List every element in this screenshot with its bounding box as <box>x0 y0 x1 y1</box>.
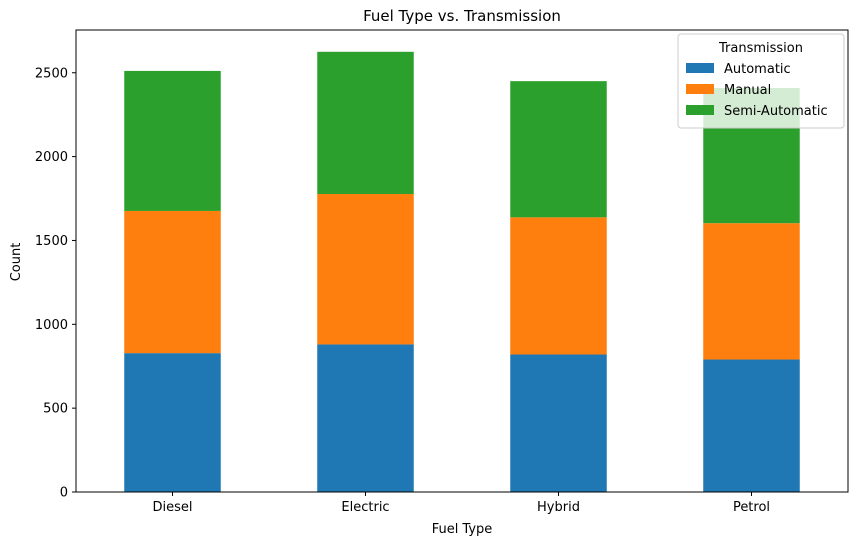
bars-layer <box>124 51 800 492</box>
legend-label-semi-automatic: Semi-Automatic <box>724 104 828 119</box>
y-tick-label: 500 <box>43 402 68 417</box>
y-tick-label: 0 <box>60 486 68 501</box>
legend-swatch-manual <box>686 84 714 94</box>
bar-diesel-semi-automatic <box>124 70 221 211</box>
plot-frame <box>75 29 849 493</box>
x-tick-label-petrol: Petrol <box>733 500 770 515</box>
legend-swatch-semi-automatic <box>686 105 714 115</box>
y-tick-label: 1000 <box>35 318 68 333</box>
bar-diesel-automatic <box>124 353 221 492</box>
bar-electric-semi-automatic <box>317 51 414 195</box>
x-axis-label: Fuel Type <box>432 522 493 537</box>
legend-label-automatic: Automatic <box>724 62 791 77</box>
bar-electric-manual <box>317 194 414 345</box>
x-tick-label-diesel: Diesel <box>152 500 192 515</box>
x-tick-label-hybrid: Hybrid <box>537 500 580 515</box>
legend-title: Transmission <box>718 41 803 56</box>
bar-petrol-automatic <box>703 359 800 492</box>
bar-petrol-manual <box>703 223 800 360</box>
x-tick-label-electric: Electric <box>341 500 389 515</box>
legend-swatch-automatic <box>686 63 714 73</box>
legend: Transmission Automatic Manual Semi-Automat… <box>677 33 845 129</box>
y-tick-label: 2000 <box>35 150 68 165</box>
y-tick-label: 1500 <box>35 234 68 249</box>
y-tick-label: 2500 <box>35 66 68 81</box>
bar-electric-automatic <box>317 344 414 492</box>
bar-hybrid-manual <box>510 217 607 355</box>
chart-title: Fuel Type vs. Transmission <box>363 7 561 25</box>
axes-layer: 0 500 1000 1500 2000 2500 Diesel Electric Hybrid… <box>35 29 849 515</box>
y-axis-label: Count <box>9 243 24 282</box>
bar-hybrid-automatic <box>510 354 607 492</box>
bar-hybrid-semi-automatic <box>510 81 607 218</box>
legend-box <box>677 33 845 129</box>
legend-label-manual: Manual <box>724 83 771 98</box>
bar-diesel-manual <box>124 210 221 354</box>
